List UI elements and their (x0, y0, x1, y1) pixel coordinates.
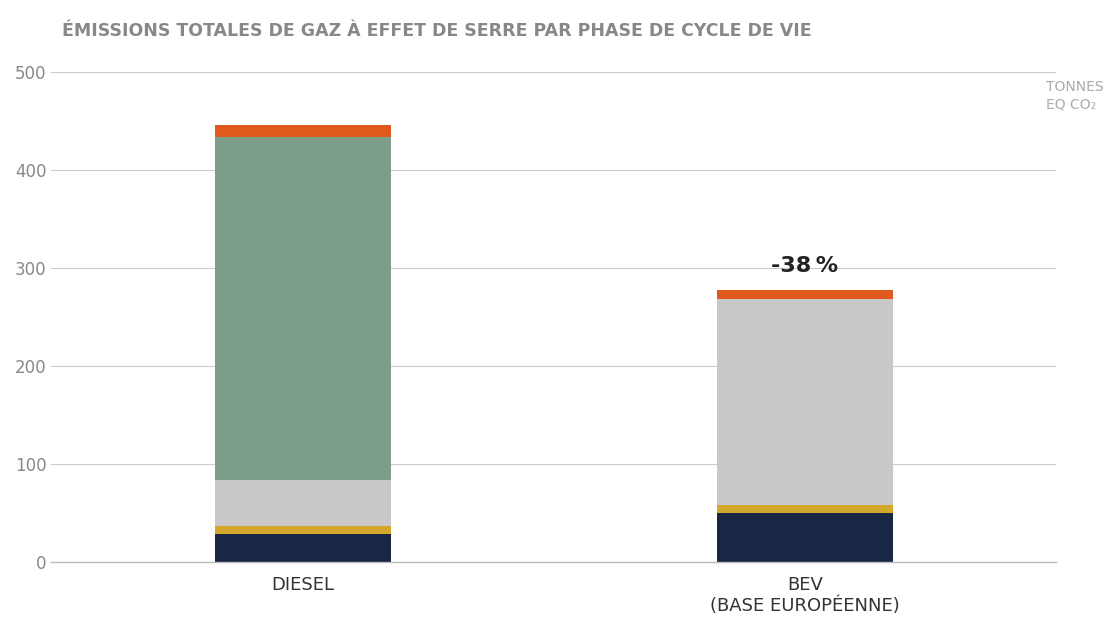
Bar (215, 534, 391, 562)
Bar (717, 299, 893, 505)
Bar (717, 290, 893, 299)
Text: ÉMISSIONS TOTALES DE GAZ À EFFET DE SERRE PAR PHASE DE CYCLE DE VIE: ÉMISSIONS TOTALES DE GAZ À EFFET DE SERR… (62, 22, 811, 40)
Text: -38 %: -38 % (772, 256, 839, 276)
Text: TONNES
EQ CO₂: TONNES EQ CO₂ (1046, 80, 1103, 112)
Bar (717, 513, 893, 562)
Bar (215, 479, 391, 527)
Bar (717, 505, 893, 513)
Bar (215, 137, 391, 479)
Bar (215, 527, 391, 534)
Bar (215, 125, 391, 137)
